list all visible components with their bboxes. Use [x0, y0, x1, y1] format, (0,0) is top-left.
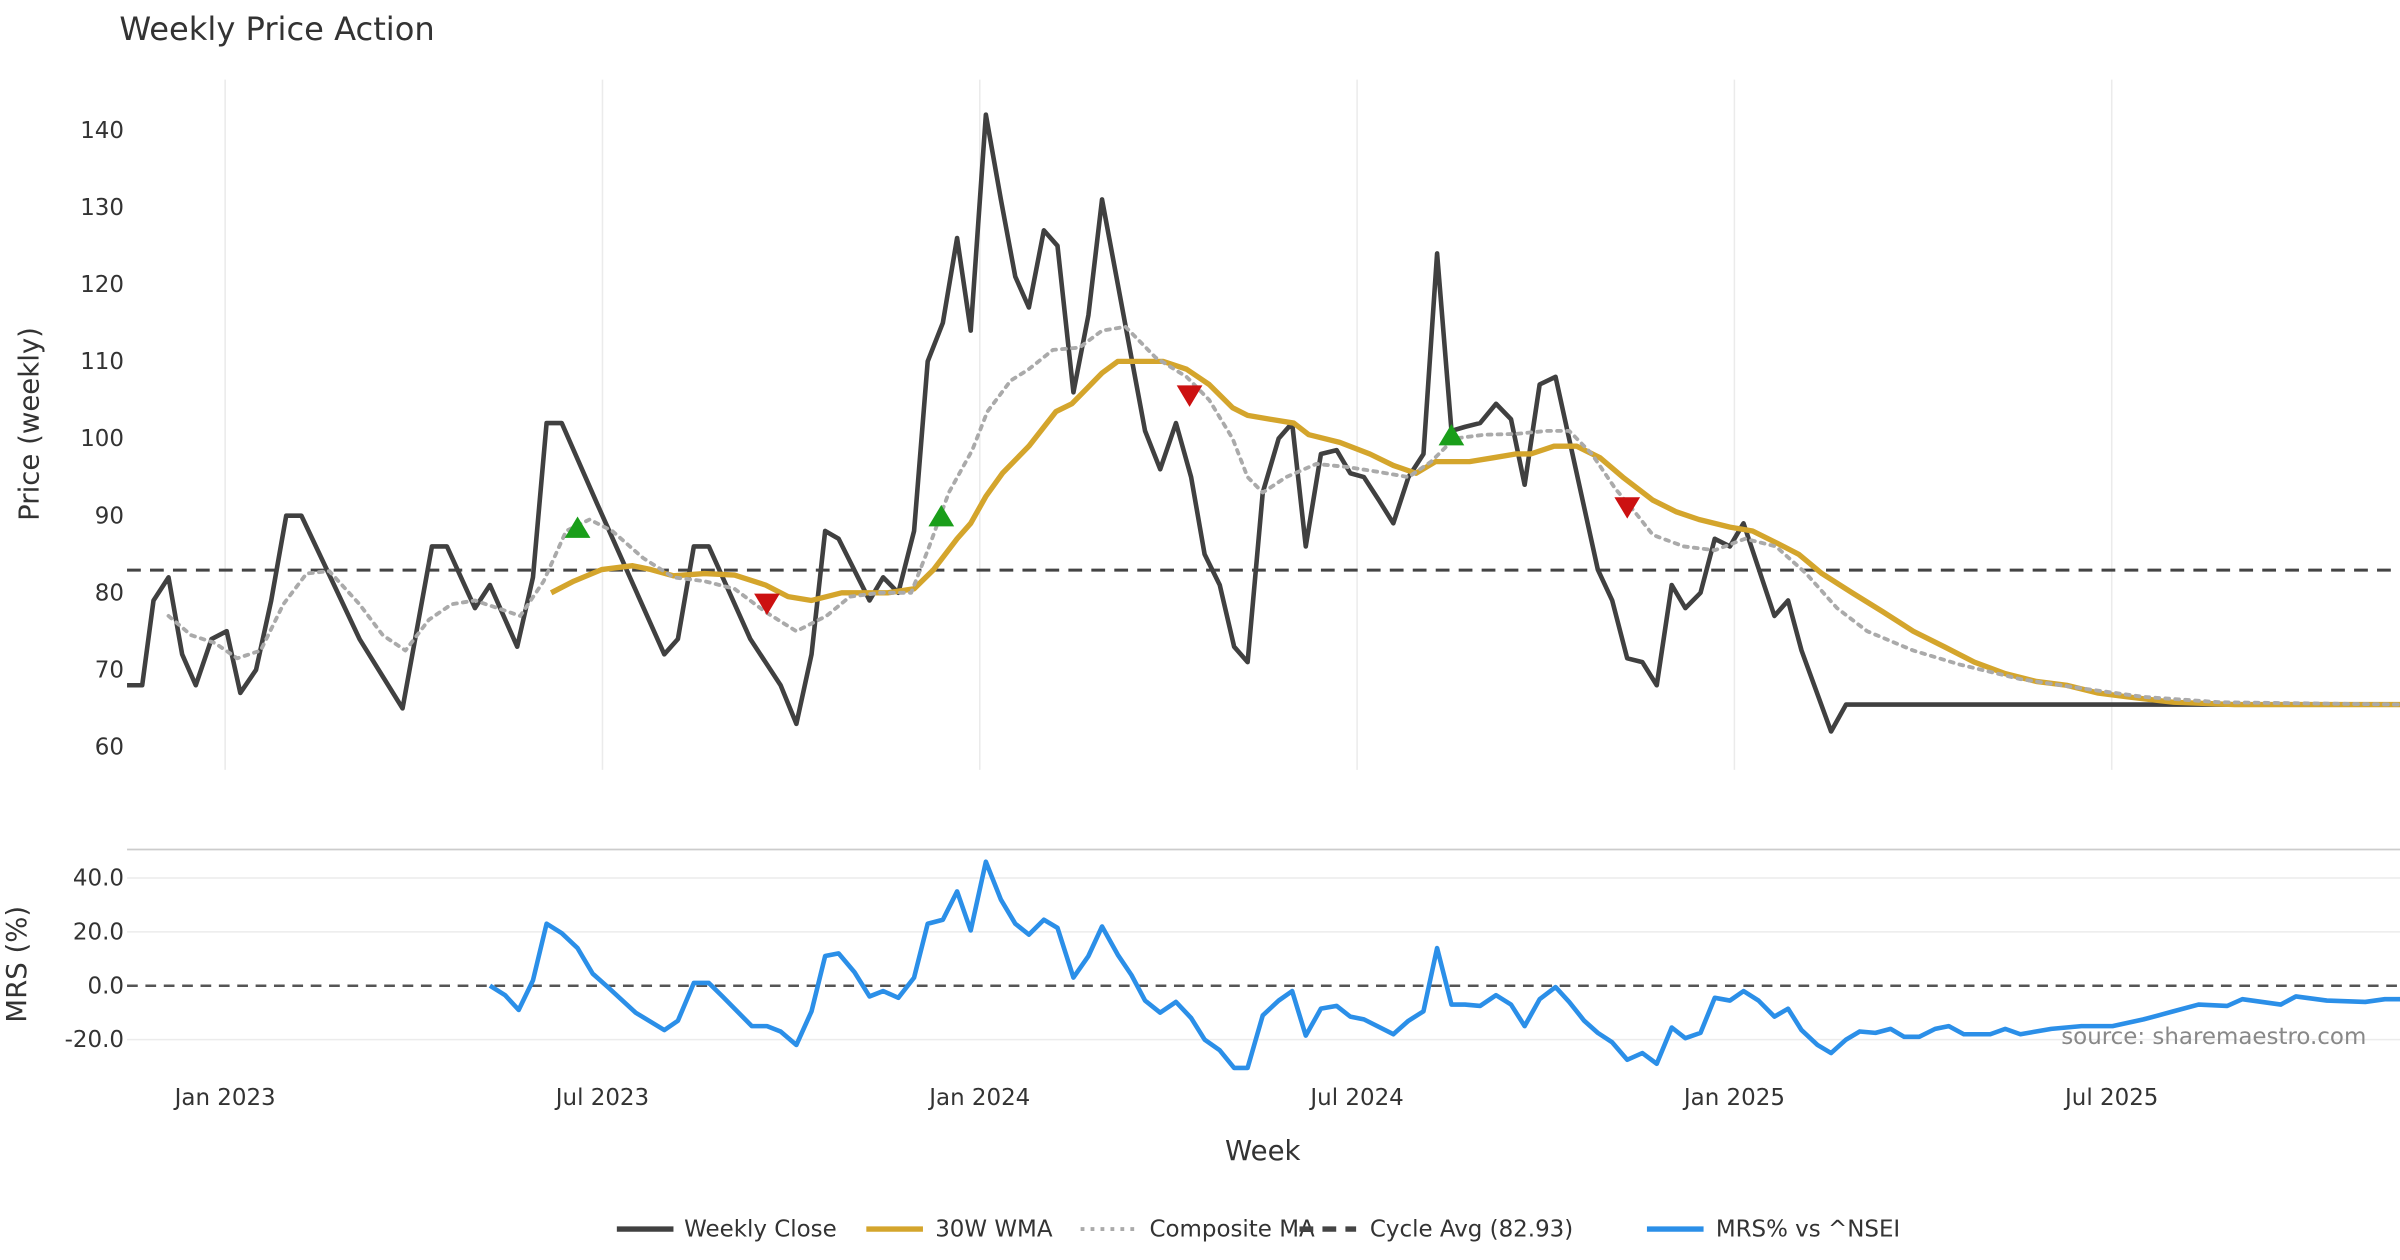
price-y-tick-label: 60 [95, 735, 124, 761]
x-tick-label: Jan 2024 [927, 1085, 1030, 1111]
buy-signal-marker [564, 516, 591, 538]
price-y-tick-label: 100 [80, 426, 124, 452]
price-y-tick-label: 140 [80, 118, 124, 144]
composite-ma-line [166, 324, 2400, 707]
legend-label: Composite MA [1149, 1217, 1314, 1243]
x-tick-label: Jul 2023 [554, 1085, 649, 1111]
x-tick-label: Jul 2025 [2063, 1085, 2158, 1111]
source-annotation: source: sharemaestro.com [2061, 1024, 2366, 1050]
price-y-tick-label: 70 [95, 657, 124, 683]
price-y-tick-label: 120 [80, 272, 124, 298]
30w-wma-line [549, 358, 2400, 708]
mrs-y-tick-label: 40.0 [73, 866, 124, 892]
legend-item: 30W WMA [866, 1217, 1053, 1243]
sell-signal-marker [754, 593, 780, 616]
price-y-tick-label: 130 [80, 195, 124, 221]
x-tick-label: Jul 2024 [1308, 1085, 1403, 1111]
legend-label: Cycle Avg (82.93) [1370, 1217, 1573, 1243]
weekly-close-line [127, 112, 2400, 734]
legend: Weekly Close 30W WMA Composite MA Cycle Avg… [616, 1217, 1900, 1243]
sell-signal-marker [1614, 497, 1641, 519]
legend-item: MRS% vs ^NSEI [1646, 1217, 1900, 1243]
price-y-axis-title: Price (weekly) [13, 327, 45, 521]
x-tick-label: Jan 2025 [1682, 1085, 1785, 1111]
price-y-tick-label: 80 [95, 580, 124, 606]
mrs-panel: Jan 2023 Jul 2023 Jan 2024 Jul 2024 Jan 2025… [65, 848, 2400, 1111]
x-tick-label: Jan 2023 [173, 1085, 276, 1111]
legend-item: Cycle Avg (82.93) [1299, 1217, 1573, 1243]
buy-signal-marker [1438, 423, 1465, 446]
legend-item: Weekly Close [616, 1217, 837, 1243]
mrs-y-axis-title: MRS (%) [1, 906, 33, 1023]
price-y-tick-label: 110 [80, 349, 124, 375]
mrs-y-tick-label: 0.0 [87, 973, 123, 999]
price-y-tick-label: 90 [95, 503, 124, 529]
legend-label: MRS% vs ^NSEI [1716, 1217, 1900, 1243]
legend-item: Composite MA [1080, 1217, 1315, 1243]
mrs-y-tick-label: -20.0 [65, 1027, 124, 1053]
x-axis-title: Week [1225, 1135, 1301, 1167]
sell-signal-marker [1176, 385, 1203, 407]
legend-label: Weekly Close [684, 1217, 837, 1243]
mrs-y-tick-label: 20.0 [73, 919, 124, 945]
mrs-line [488, 859, 2400, 1071]
price-panel: 60 70 80 90 100 110 120 130 140 [80, 79, 2400, 770]
chart-title: Weekly Price Action [119, 10, 434, 48]
legend-label: 30W WMA [935, 1217, 1053, 1243]
buy-signal-marker [928, 504, 955, 527]
